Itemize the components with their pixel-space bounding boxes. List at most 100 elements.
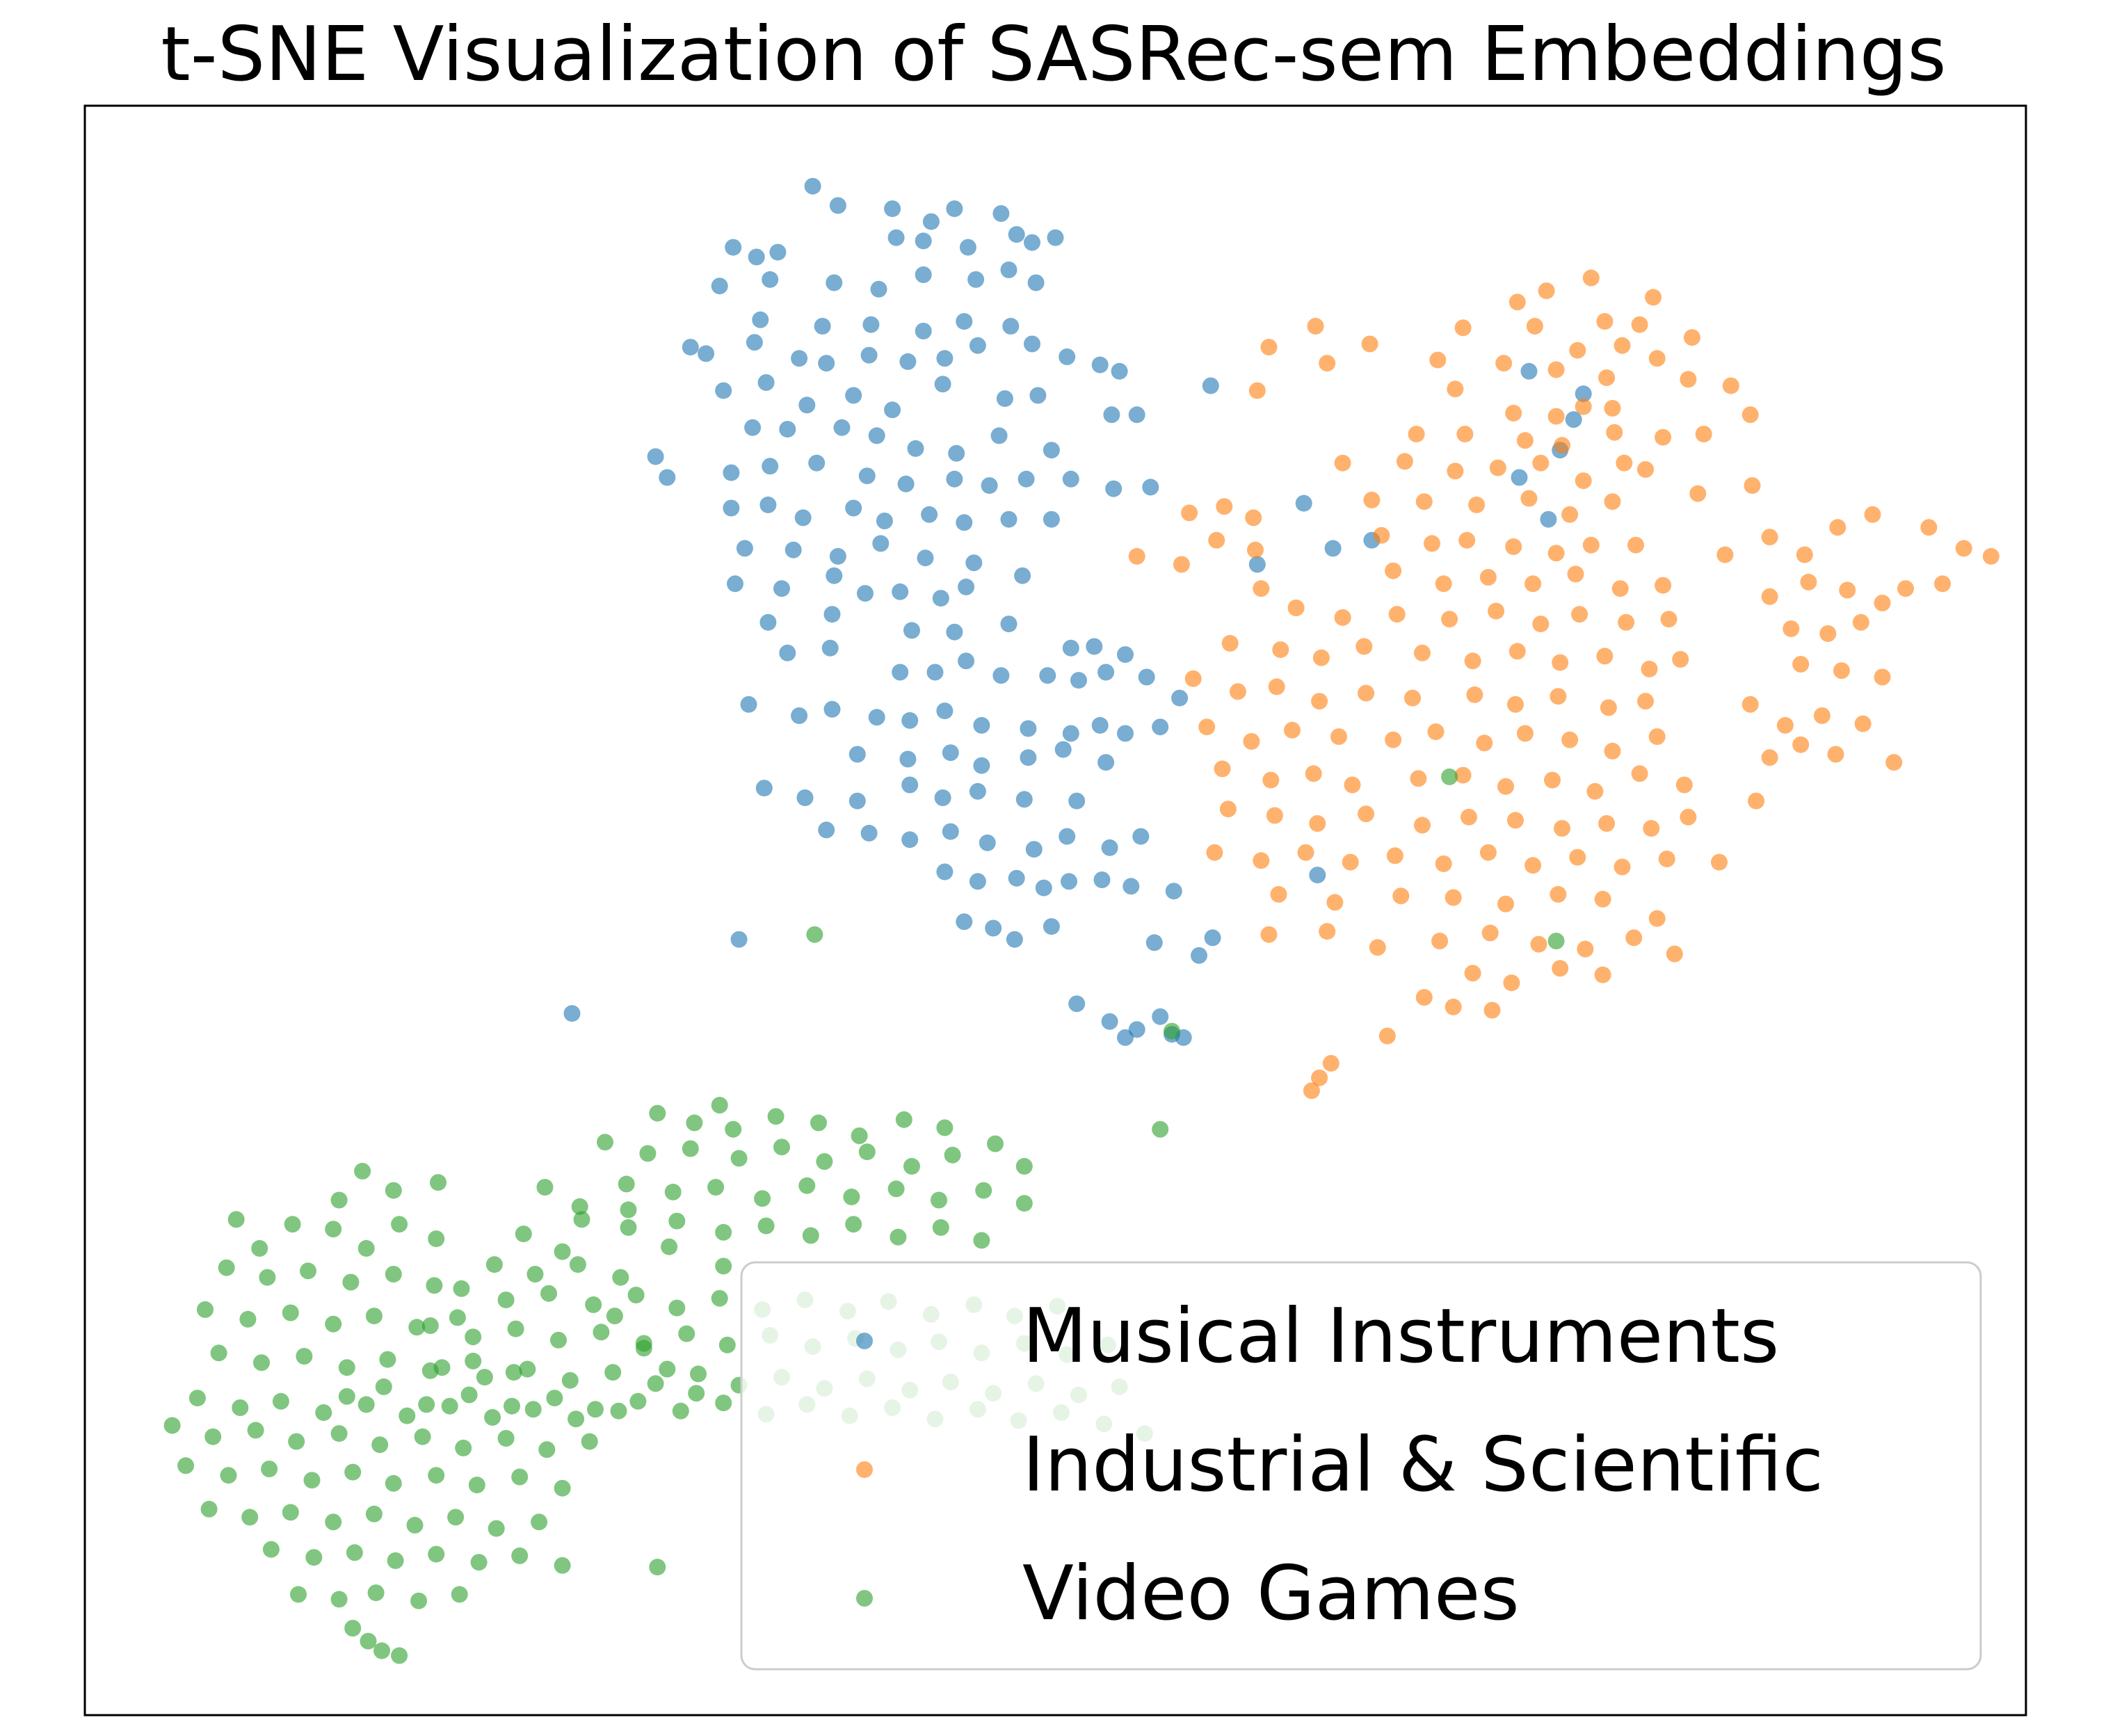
data-point	[1152, 718, 1169, 736]
data-point	[969, 873, 986, 890]
data-point	[612, 1269, 629, 1286]
data-point	[1839, 581, 1856, 599]
data-point	[798, 1177, 816, 1194]
data-point	[1627, 536, 1644, 554]
data-point	[1145, 934, 1163, 951]
data-point	[1062, 725, 1079, 742]
data-point	[1648, 350, 1666, 367]
data-point	[569, 1256, 586, 1273]
data-point	[330, 1425, 348, 1442]
data-point	[1311, 1069, 1328, 1086]
data-point	[1575, 398, 1592, 415]
data-point	[1540, 511, 1557, 528]
data-point	[725, 239, 742, 256]
data-point	[504, 1397, 520, 1415]
data-point	[593, 1324, 610, 1341]
data-point	[218, 1259, 235, 1276]
data-point	[1091, 356, 1109, 373]
data-point	[1776, 716, 1794, 734]
data-point	[330, 1191, 348, 1209]
data-point	[969, 782, 986, 800]
data-point	[1441, 611, 1458, 628]
data-point	[1287, 600, 1305, 616]
data-point	[1547, 545, 1565, 562]
data-point	[796, 789, 814, 806]
data-point	[987, 1135, 1004, 1152]
data-point	[550, 1331, 567, 1349]
data-point	[342, 1273, 360, 1291]
data-point	[1284, 721, 1301, 739]
data-point	[757, 1217, 775, 1235]
data-point	[1272, 641, 1289, 659]
data-point	[755, 780, 773, 797]
data-point	[421, 1317, 439, 1334]
data-point	[1920, 519, 1938, 536]
data-point	[1567, 565, 1584, 583]
data-point	[1550, 688, 1567, 705]
data-point	[1358, 684, 1375, 702]
data-point	[915, 232, 932, 250]
data-point	[942, 823, 959, 840]
data-point	[1128, 406, 1145, 424]
data-point	[897, 475, 915, 492]
data-point	[1476, 734, 1493, 752]
data-point	[936, 1119, 954, 1136]
data-point	[816, 1153, 833, 1170]
data-point	[406, 1516, 424, 1534]
data-point	[915, 266, 932, 283]
data-point	[804, 177, 821, 195]
data-point	[1497, 895, 1514, 913]
data-point	[715, 1395, 732, 1412]
data-point	[1015, 791, 1033, 808]
data-point	[1577, 940, 1594, 958]
data-point	[956, 514, 973, 531]
data-point	[1683, 329, 1700, 346]
data-point	[1885, 754, 1903, 771]
data-point	[1358, 805, 1375, 823]
data-point	[188, 1390, 206, 1407]
data-point	[843, 1188, 860, 1205]
data-point	[711, 278, 728, 295]
data-point	[1221, 634, 1239, 652]
data-point	[1243, 733, 1260, 750]
data-point	[303, 1472, 321, 1489]
data-point	[1000, 616, 1017, 633]
data-point	[1415, 493, 1433, 511]
data-point	[1105, 480, 1123, 497]
data-point	[1507, 696, 1524, 713]
data-point	[1404, 689, 1421, 707]
data-point	[604, 1364, 622, 1381]
data-point	[581, 1433, 598, 1450]
data-point	[1516, 725, 1534, 742]
data-point	[239, 1310, 257, 1328]
data-point	[1468, 496, 1486, 513]
data-point	[414, 1428, 431, 1445]
data-point	[1854, 715, 1872, 732]
data-point	[1547, 361, 1565, 378]
data-point	[1248, 382, 1266, 399]
data-point	[1219, 801, 1237, 818]
data-point	[1561, 506, 1579, 523]
data-point	[858, 467, 876, 485]
data-point	[718, 1336, 736, 1353]
data-point	[610, 1402, 627, 1420]
data-point	[1260, 926, 1278, 943]
data-point	[944, 1146, 961, 1164]
data-point	[1761, 529, 1778, 546]
data-point	[711, 1097, 728, 1114]
data-point	[1334, 609, 1351, 626]
data-point	[890, 1228, 907, 1246]
data-point	[1396, 453, 1413, 470]
data-point	[942, 744, 959, 762]
data-point	[1658, 851, 1675, 867]
data-point	[899, 750, 917, 768]
data-point	[325, 1513, 342, 1531]
data-point	[1268, 678, 1285, 696]
data-point	[259, 1269, 276, 1286]
data-point	[1184, 670, 1202, 687]
data-point	[385, 1182, 402, 1199]
data-point	[251, 1239, 268, 1257]
data-point	[465, 1352, 482, 1369]
data-point	[1043, 918, 1060, 935]
chart-title: t-SNE Visualization of SASRec-sem Embedd…	[161, 11, 1946, 98]
